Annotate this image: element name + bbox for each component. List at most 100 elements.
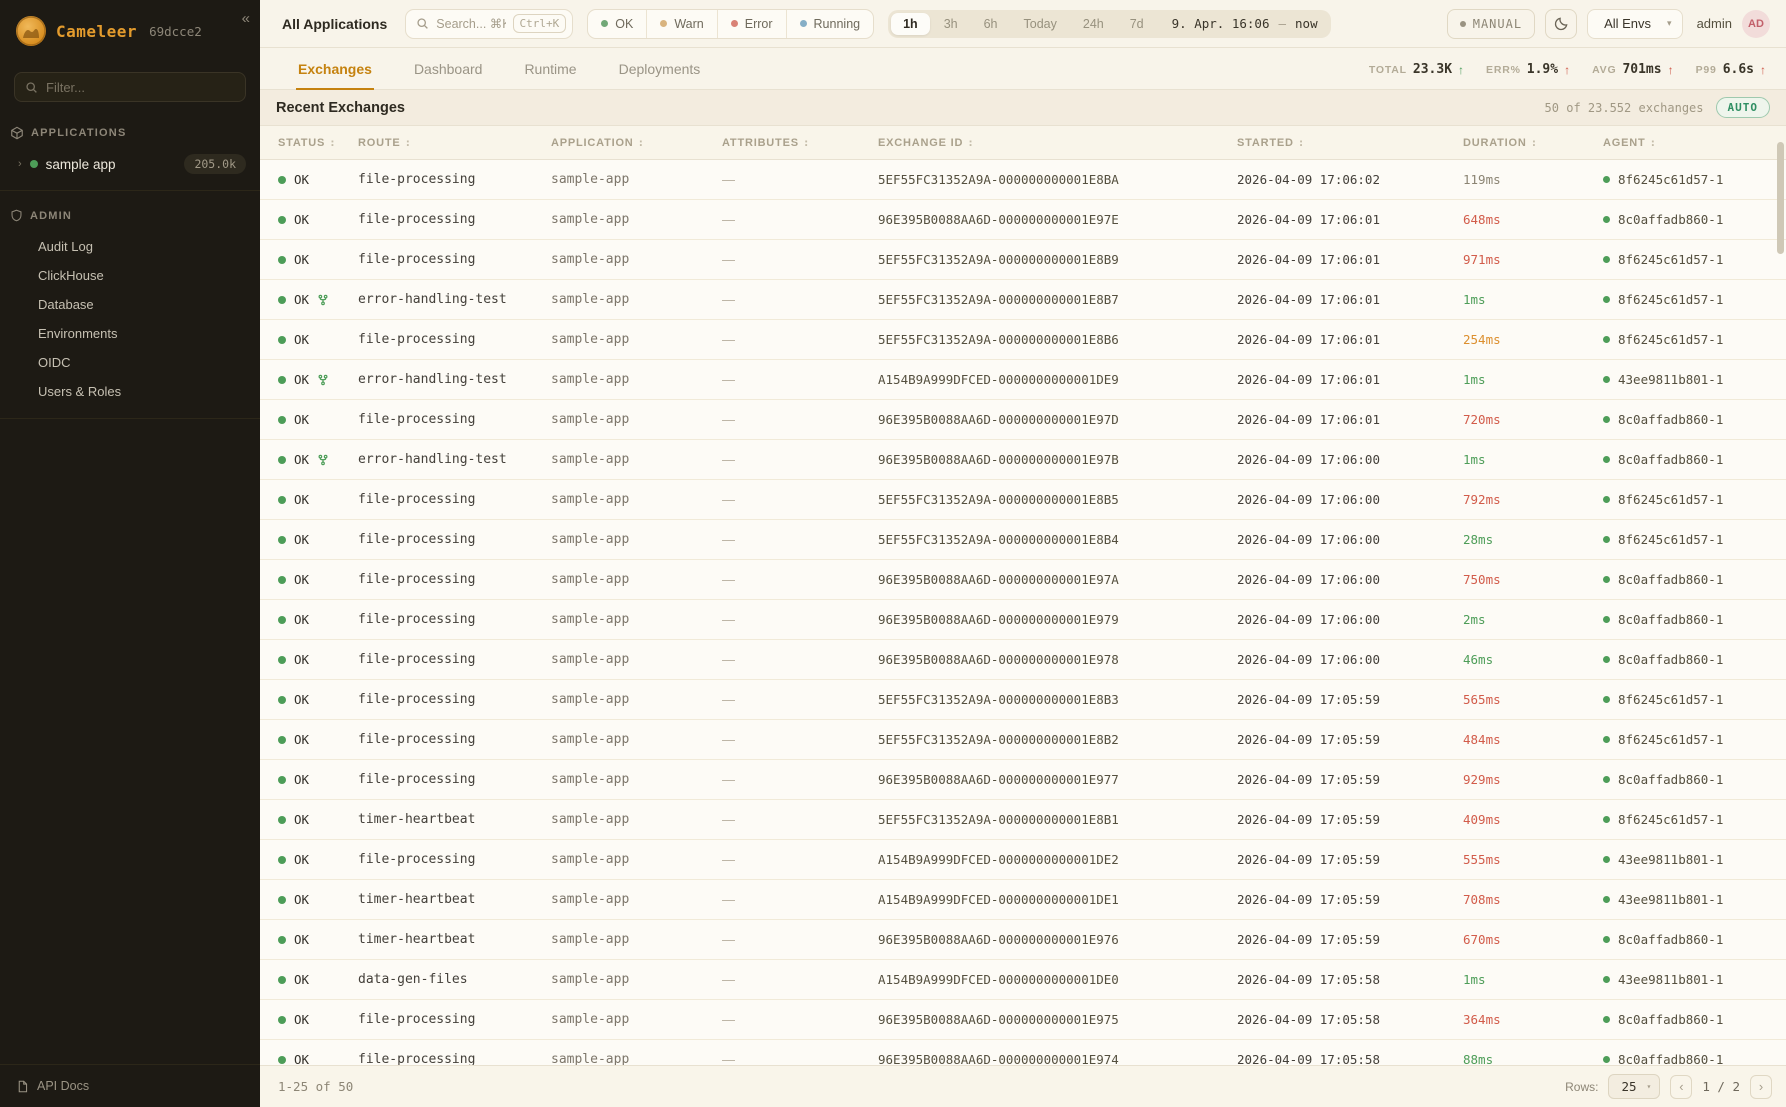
exchange-application-cell: sample-app [551,212,630,227]
table-row[interactable]: OK file-processing sample-app — 5EF55FC31352… [260,320,1786,360]
sidebar-item-environments[interactable]: Environments [38,326,118,341]
table-row[interactable]: OK file-processing sample-app — 96E395B0088A… [260,560,1786,600]
table-row[interactable]: OK error-handling-test sample-app — A154B9A9… [260,360,1786,400]
table-row[interactable]: OK error-handling-test sample-app — 5EF55FC3… [260,280,1786,320]
dark-mode-toggle[interactable] [1545,8,1578,39]
next-page-button[interactable]: › [1750,1074,1772,1099]
sidebar-item-database[interactable]: Database [38,297,94,312]
tab-exchanges[interactable]: Exchanges [296,51,374,90]
agent-id: 43ee9811b801-1 [1618,972,1724,987]
exchange-attributes-cell: — [722,652,735,667]
agent-id: 8c0affadb860-1 [1618,412,1724,427]
agent-status-dot [1603,536,1610,543]
agent-status-dot [1603,1016,1610,1023]
column-header-label: STARTED [1237,137,1294,149]
table-row[interactable]: OK file-processing sample-app — 96E395B0088A… [260,600,1786,640]
table-row[interactable]: OK file-processing sample-app — 96E395B0088A… [260,400,1786,440]
tab-deployments[interactable]: Deployments [618,61,701,77]
table-row[interactable]: OK data-gen-files sample-app — A154B9A999DFC… [260,960,1786,1000]
rows-per-page-select[interactable]: 25 ▾ [1608,1074,1661,1099]
time-range-24h[interactable]: 24h [1082,16,1104,31]
table-row[interactable]: OK file-processing sample-app — 5EF55FC31352… [260,520,1786,560]
status-label: OK [294,532,310,547]
exchange-route-cell: timer-heartbeat [358,812,476,827]
table-row[interactable]: OK file-processing sample-app — 5EF55FC31352… [260,720,1786,760]
column-header-attributes[interactable]: ATTRIBUTES: [722,136,878,149]
table-row[interactable]: OK file-processing sample-app — 96E395B0088A… [260,1040,1786,1065]
exchange-application-cell: sample-app [551,772,630,787]
column-header-status[interactable]: STATUS: [278,136,358,149]
search-input[interactable]: Search... ⌘K Ctrl+K [405,8,574,39]
time-range-3h[interactable]: 3h [943,16,958,31]
sidebar-item-audit-log[interactable]: Audit Log [38,239,93,254]
agent-status-dot [1603,496,1610,503]
auto-refresh-badge[interactable]: AUTO [1715,97,1770,118]
environment-select[interactable]: All Envs ▾ [1587,8,1683,39]
status-filter-running[interactable]: Running [787,10,874,38]
tabs: Exchanges Dashboard Runtime Deployments [296,51,740,90]
table-row[interactable]: OK file-processing sample-app — 96E395B0088A… [260,200,1786,240]
exchange-route-cell: error-handling-test [358,452,507,467]
table-row[interactable]: OK file-processing sample-app — 5EF55FC31352… [260,680,1786,720]
time-range-6h[interactable]: 6h [983,16,998,31]
tab-runtime[interactable]: Runtime [524,61,577,77]
sidebar-item-oidc[interactable]: OIDC [38,355,71,370]
time-range-7d[interactable]: 7d [1129,16,1144,31]
prev-page-button[interactable]: ‹ [1670,1074,1693,1099]
exchange-status-cell: OK [278,852,358,867]
table-row[interactable]: OK file-processing sample-app — 5EF55FC31352… [260,480,1786,520]
time-range-1h[interactable]: 1h [891,12,930,35]
status-label: OK [294,812,310,827]
column-header-started[interactable]: STARTED: [1237,136,1463,149]
manual-refresh-toggle[interactable]: MANUAL [1446,8,1536,39]
exchange-route-cell: file-processing [358,852,476,867]
exchange-id-cell: 5EF55FC31352A9A-000000000001E8B2 [878,732,1119,747]
column-header-duration[interactable]: DURATION: [1463,136,1603,149]
exchange-application-cell: sample-app [551,452,630,467]
ok-status-dot [278,1055,286,1064]
agent-status-dot [1603,336,1610,343]
sidebar-item-sample-app[interactable]: › sample app 205.0k [0,146,260,182]
expand-chevron-icon[interactable]: › [18,158,22,170]
date-range-picker[interactable]: 9. Apr. 16:06 — now [1158,16,1328,31]
trend-up-icon: ↑ [1760,62,1766,77]
table-row[interactable]: OK error-handling-test sample-app — 96E395B0… [260,440,1786,480]
sidebar-item-clickhouse[interactable]: ClickHouse [38,268,104,283]
status-filter-ok[interactable]: OK [588,9,648,38]
column-header-label: ROUTE [358,137,401,149]
table-row[interactable]: OK timer-heartbeat sample-app — A154B9A999DF… [260,880,1786,920]
exchange-status-cell: OK [278,292,358,307]
stats-bar: TOTAL 23.3K ↑ ERR% 1.9% ↑ AVG 701ms ↑ P99 6.6s ↑ [1369,62,1766,89]
table-row[interactable]: OK file-processing sample-app — 5EF55FC31352… [260,240,1786,280]
status-filter-warn[interactable]: Warn [647,9,718,38]
table-row[interactable]: OK file-processing sample-app — 5EF55FC31352… [260,160,1786,200]
column-header-route[interactable]: ROUTE: [358,136,551,149]
table-row[interactable]: OK timer-heartbeat sample-app — 96E395B0088A… [260,920,1786,960]
filter-input[interactable] [46,79,235,95]
sidebar-item-api-docs[interactable]: API Docs [0,1064,260,1107]
ok-status-dot [278,535,286,544]
scrollbar-thumb[interactable] [1777,142,1784,254]
exchange-started-cell: 2026-04-09 17:05:59 [1237,732,1380,747]
avatar[interactable]: AD [1742,9,1770,38]
status-label: OK [294,1052,310,1065]
time-range-today[interactable]: Today [1023,16,1057,31]
column-header-application[interactable]: APPLICATION: [551,136,722,149]
column-header-exchange-id[interactable]: EXCHANGE ID: [878,136,1237,149]
sidebar-filter-input[interactable] [14,72,246,102]
row-range-text: 1-25 of 50 [278,1079,354,1094]
table-row[interactable]: OK file-processing sample-app — 96E395B0088A… [260,640,1786,680]
table-row[interactable]: OK file-processing sample-app — 96E395B0088A… [260,1000,1786,1040]
table-row[interactable]: OK file-processing sample-app — 96E395B0088A… [260,760,1786,800]
column-header-agent[interactable]: AGENT: [1603,136,1786,149]
stat-total: TOTAL 23.3K ↑ [1369,62,1464,77]
exchange-status-cell: OK [278,492,358,507]
table-row[interactable]: OK timer-heartbeat sample-app — 5EF55FC31352… [260,800,1786,840]
agent-id: 43ee9811b801-1 [1618,892,1724,907]
ok-status-dot [278,335,286,344]
table-row[interactable]: OK file-processing sample-app — A154B9A999DF… [260,840,1786,880]
tab-dashboard[interactable]: Dashboard [413,61,483,77]
collapse-sidebar-icon[interactable]: « [241,10,250,27]
sidebar-item-users-roles[interactable]: Users & Roles [38,384,122,399]
status-filter-error[interactable]: Error [718,9,787,38]
